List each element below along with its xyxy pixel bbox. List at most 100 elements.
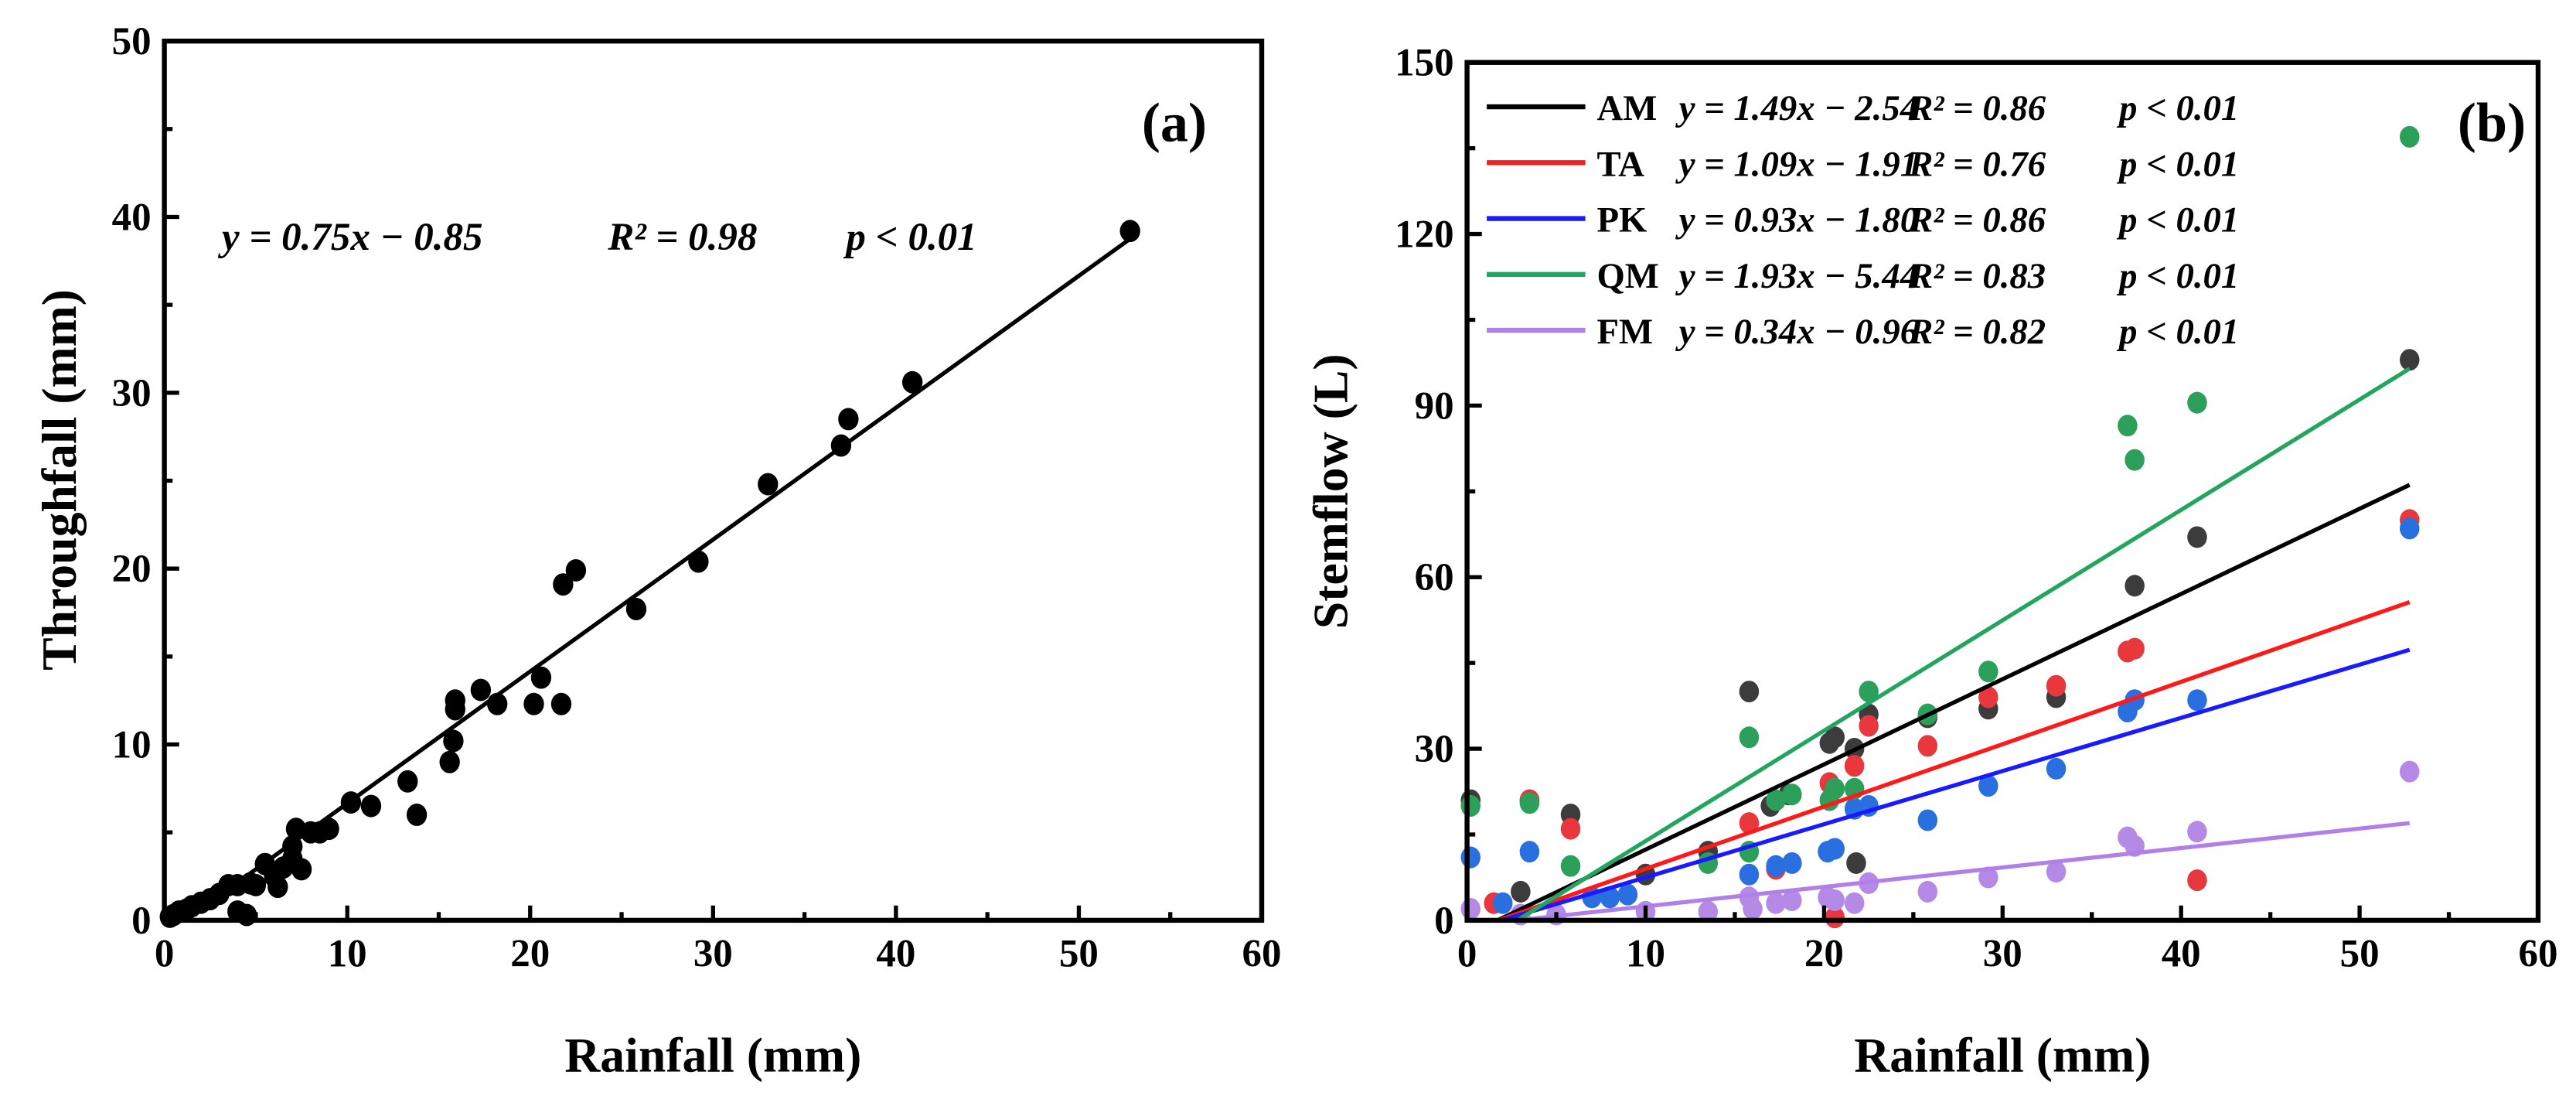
legend-p-value: p < 0.01: [2116, 88, 2239, 128]
data-point-qm: [2118, 415, 2138, 437]
data-point-fm: [1917, 880, 1938, 903]
data-point-qm: [1859, 681, 1879, 703]
x-tick-label: 20: [1804, 932, 1844, 975]
legend-r2: R² = 0.76: [1908, 144, 2046, 184]
data-point-qm: [2399, 125, 2420, 148]
data-point-qm: [1460, 794, 1481, 818]
data-point-fm: [1766, 892, 1786, 914]
data-point-am: [2125, 575, 2145, 597]
data-point: [758, 473, 779, 496]
data-point: [838, 408, 859, 431]
regression-line-ta: [1498, 599, 2411, 923]
x-tick-label: 40: [2162, 932, 2201, 975]
data-point-ta: [1739, 812, 1760, 835]
data-point: [443, 729, 464, 753]
data-point-fm: [2187, 821, 2207, 843]
data-point-fm: [1782, 889, 1802, 912]
panel-b-y-axis-label: Stemflow (L): [1303, 353, 1358, 629]
legend-p-value: p < 0.01: [2116, 256, 2239, 296]
data-point: [267, 876, 288, 899]
y-tick-label: 60: [1415, 556, 1454, 599]
data-point: [565, 559, 587, 582]
legend-equation: y = 0.34x − 0.96: [1675, 312, 1919, 352]
data-point-ta: [1978, 686, 1998, 708]
panel-b-frame: [1464, 60, 2541, 923]
data-point-ta: [1825, 906, 1845, 929]
data-point-pk: [2046, 757, 2067, 780]
data-point-pk: [1766, 855, 1786, 877]
legend-r2: R² = 0.86: [1908, 200, 2046, 241]
panel-a-throughfall-chart: 0 10 20 30 40 50 60 0 10 20 30 40 50 (a) y = 0.75x −…: [32, 20, 1282, 1082]
data-point: [550, 692, 572, 715]
data-point-qm: [1782, 783, 1802, 806]
data-point-pk: [1460, 846, 1481, 869]
data-point-pk: [1617, 883, 1638, 906]
data-point-fm: [1825, 889, 1845, 912]
panel-a-x-axis-label: Rainfall (mm): [564, 1027, 861, 1082]
data-point-fm: [1698, 900, 1719, 923]
data-point-pk: [2399, 517, 2420, 540]
panel-a-equation: y = 0.75x − 0.85: [217, 216, 483, 259]
y-tick-label: 120: [1395, 213, 1453, 257]
data-point-fm: [1743, 898, 1763, 920]
data-point-pk: [1739, 863, 1760, 886]
data-point-qm: [1739, 726, 1760, 749]
data-point-ta: [1917, 735, 1938, 757]
x-tick-label: 10: [328, 932, 367, 975]
x-tick-label: 30: [1983, 932, 2022, 975]
panel-b-x-axis-label: Rainfall (mm): [1854, 1027, 2151, 1082]
y-tick-label: 30: [112, 372, 152, 415]
data-point: [406, 804, 428, 826]
y-tick-label: 30: [1415, 728, 1454, 771]
panel-a-frame: [162, 38, 1265, 923]
data-point-ta: [1560, 818, 1581, 840]
data-point-qm: [1766, 789, 1786, 811]
legend-p-value: p < 0.01: [2116, 200, 2239, 241]
data-point: [360, 794, 382, 818]
legend-equation: y = 0.93x − 1.80: [1675, 200, 1918, 241]
legend-equation: y = 1.49x − 2.54: [1675, 88, 1918, 128]
data-point: [397, 770, 418, 793]
y-tick-label: 0: [131, 899, 152, 943]
data-point-ta: [1859, 715, 1879, 737]
y-tick-label: 90: [1415, 384, 1454, 428]
legend-series-name: FM: [1596, 312, 1653, 352]
data-point-qm: [1825, 777, 1845, 800]
data-point: [625, 598, 647, 620]
legend-r2: R² = 0.86: [1908, 88, 2046, 128]
y-tick-label: 40: [112, 196, 152, 239]
data-point-am: [1825, 726, 1845, 749]
data-point-fm: [2399, 760, 2420, 783]
x-tick-label: 60: [1242, 932, 1282, 975]
data-point-qm: [1978, 661, 1998, 683]
data-point-ta: [2187, 869, 2207, 892]
regression-line-fm: [1517, 821, 2411, 923]
data-point-ta: [2125, 637, 2145, 660]
data-point-ta: [2046, 674, 2067, 697]
legend-p-value: p < 0.01: [2116, 312, 2239, 352]
data-point-am: [1739, 681, 1760, 703]
x-tick-label: 50: [2340, 932, 2380, 975]
panel-a-p-value: p < 0.01: [843, 216, 976, 259]
legend-series-name: PK: [1596, 200, 1647, 241]
x-tick-label: 50: [1059, 932, 1099, 975]
legend-series-name: QM: [1596, 256, 1658, 296]
data-point: [553, 573, 574, 596]
data-point-am: [1511, 880, 1531, 903]
legend-series-name: TA: [1596, 144, 1644, 184]
x-tick-label: 0: [1457, 932, 1477, 975]
x-tick-label: 20: [510, 932, 550, 975]
data-point: [530, 666, 552, 689]
regression-line: [185, 237, 1132, 921]
data-point-am: [2399, 349, 2420, 371]
data-point-ta: [1844, 755, 1865, 777]
data-point-qm: [2187, 391, 2207, 414]
data-point-fm: [1978, 866, 1998, 889]
data-point-pk: [1493, 892, 1513, 914]
data-point-am: [2187, 526, 2207, 548]
data-point-qm: [1560, 855, 1581, 877]
data-point: [291, 858, 312, 881]
legend-p-value: p < 0.01: [2116, 144, 2239, 184]
data-point: [470, 678, 492, 701]
